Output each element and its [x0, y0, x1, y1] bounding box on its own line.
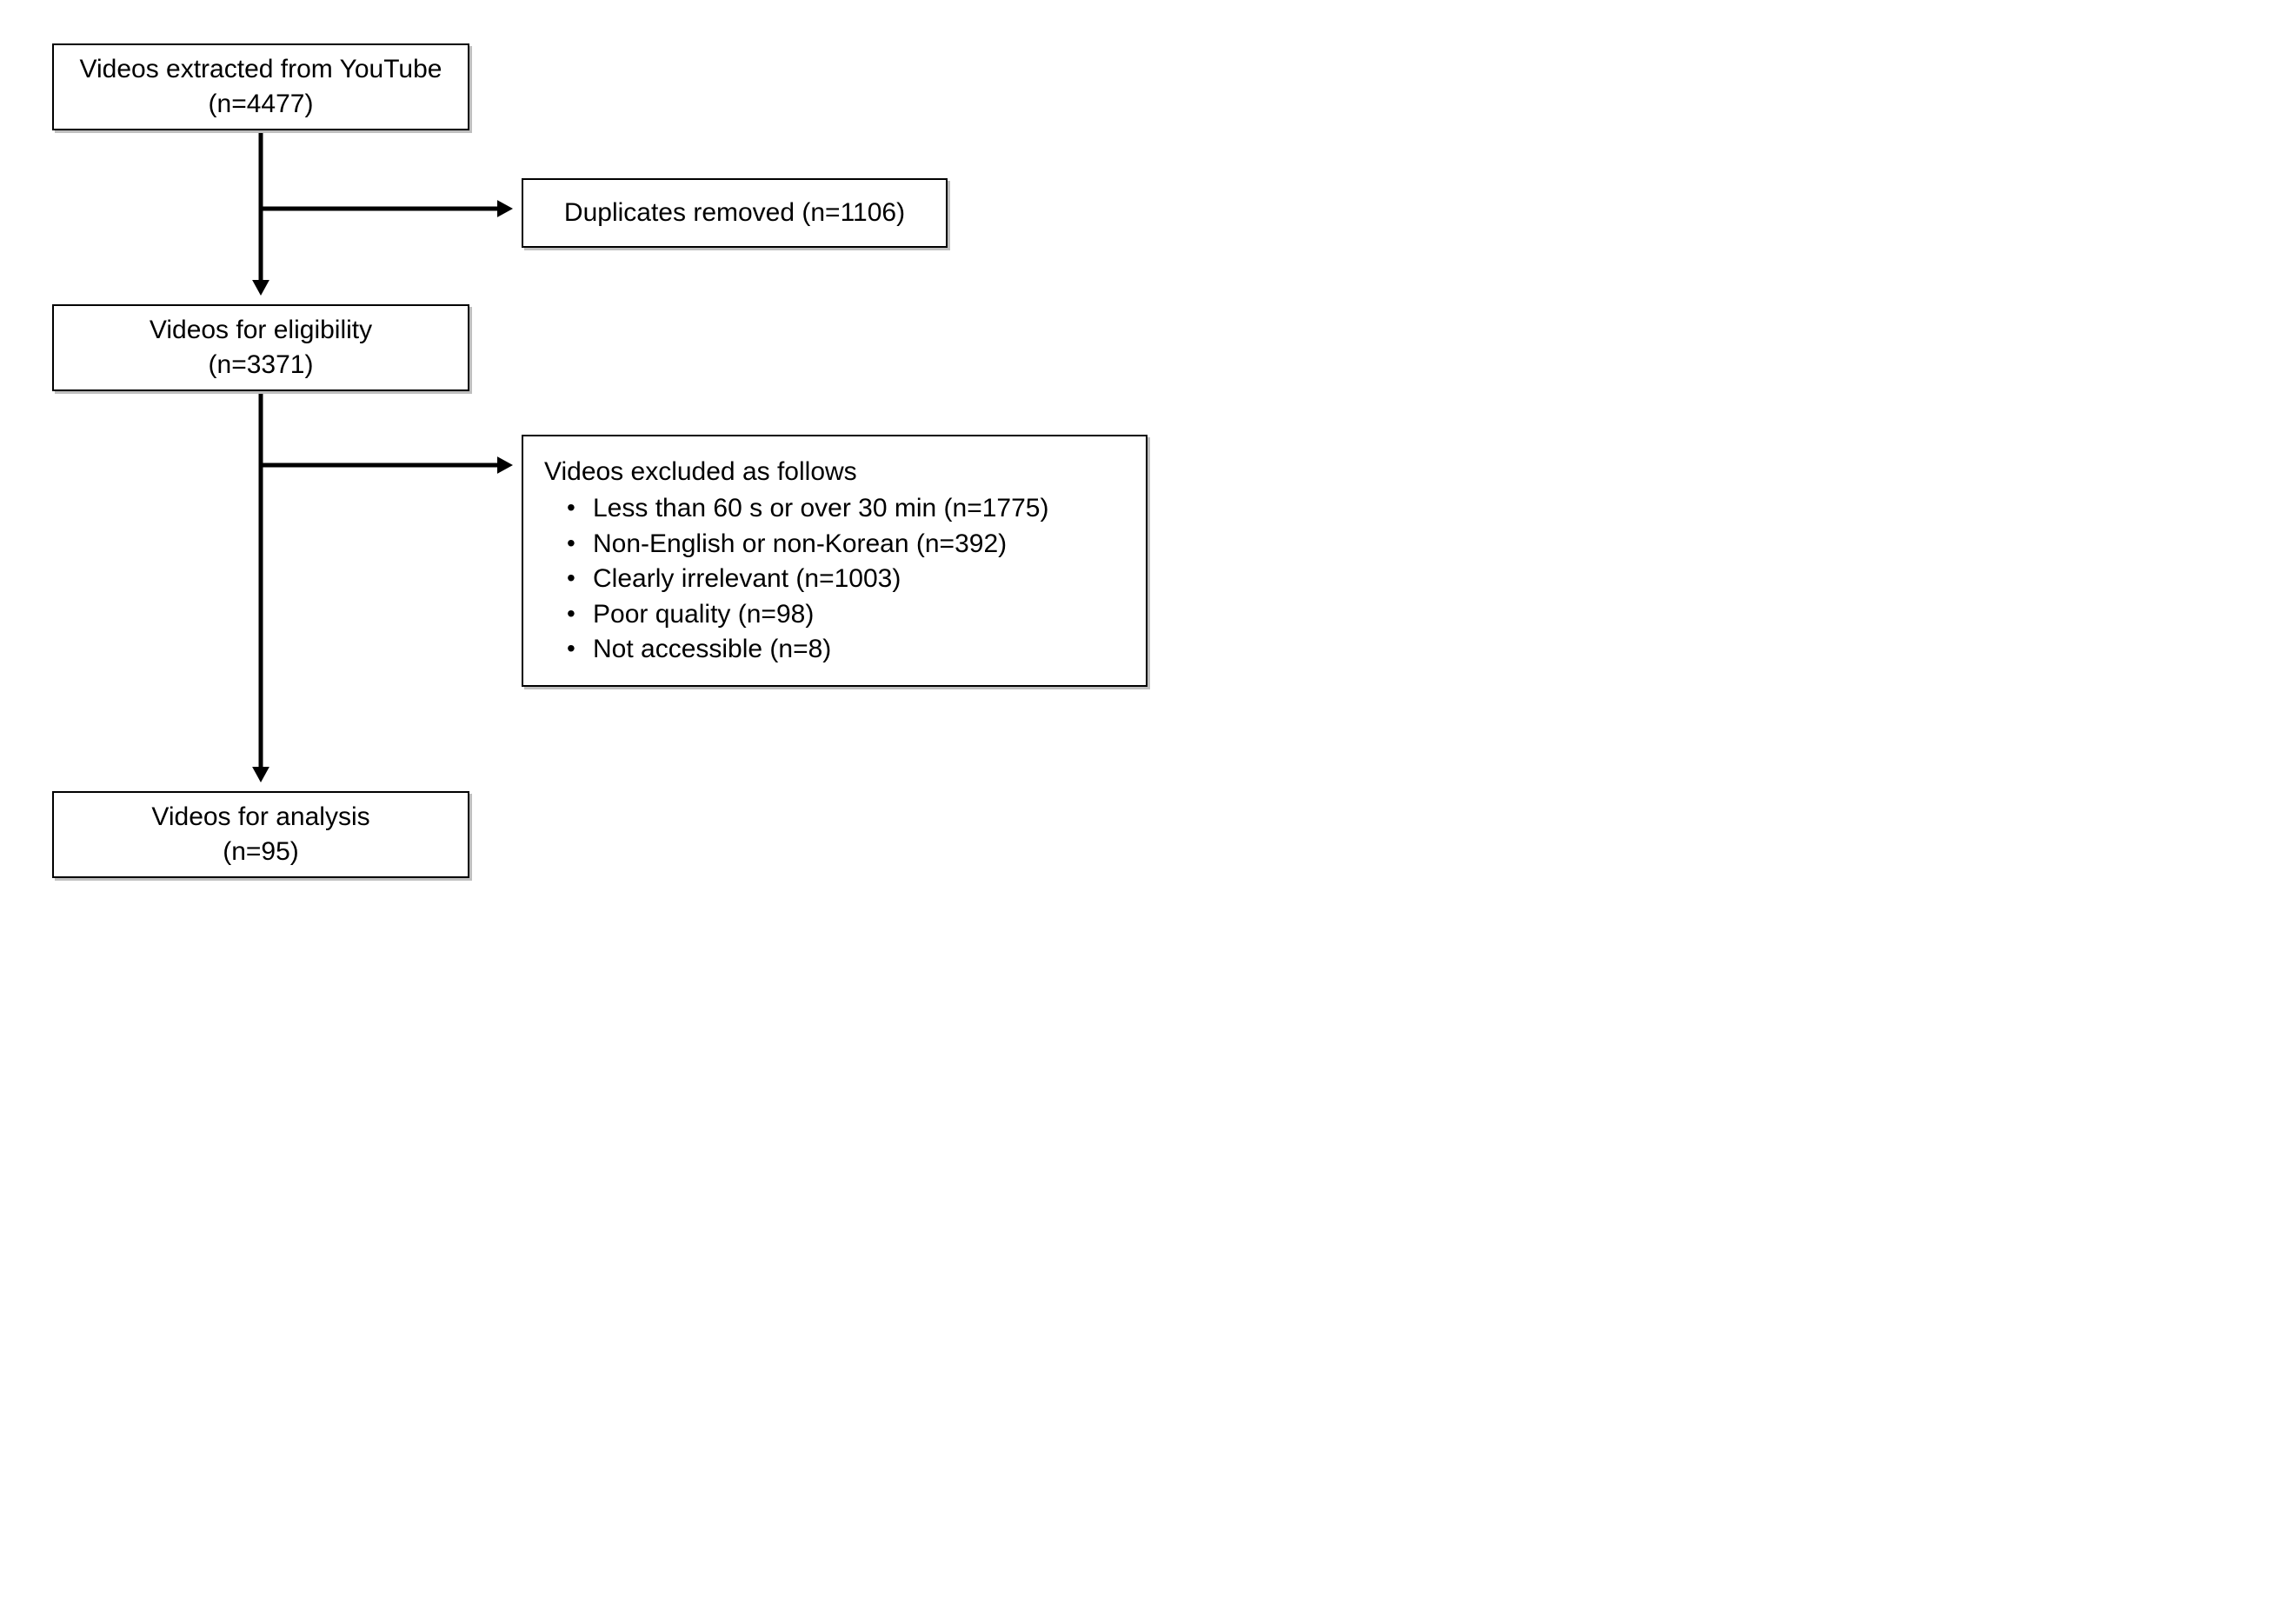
list-item: Less than 60 s or over 30 min (n=1775) — [558, 491, 1048, 527]
list-item: Not accessible (n=8) — [558, 632, 1048, 668]
node-analysis-line1: Videos for analysis — [151, 800, 369, 835]
node-extracted-line1: Videos extracted from YouTube — [80, 52, 442, 88]
node-excluded-list: Less than 60 s or over 30 min (n=1775) N… — [544, 491, 1048, 668]
node-analysis-line2: (n=95) — [223, 835, 299, 870]
node-excluded: Videos excluded as follows Less than 60 … — [522, 435, 1148, 687]
flowchart-container: Videos extracted from YouTube (n=4477) D… — [35, 35, 1304, 956]
node-duplicates-text: Duplicates removed (n=1106) — [564, 196, 905, 231]
node-eligibility-line2: (n=3371) — [209, 348, 314, 383]
node-extracted-line2: (n=4477) — [209, 87, 314, 123]
list-item: Poor quality (n=98) — [558, 597, 1048, 633]
node-analysis: Videos for analysis (n=95) — [52, 791, 469, 878]
node-duplicates: Duplicates removed (n=1106) — [522, 178, 948, 248]
node-extracted: Videos extracted from YouTube (n=4477) — [52, 43, 469, 130]
list-item: Non-English or non-Korean (n=392) — [558, 527, 1048, 562]
node-eligibility: Videos for eligibility (n=3371) — [52, 304, 469, 391]
node-excluded-heading: Videos excluded as follows — [544, 455, 857, 490]
node-eligibility-line1: Videos for eligibility — [150, 313, 372, 349]
list-item: Clearly irrelevant (n=1003) — [558, 562, 1048, 597]
